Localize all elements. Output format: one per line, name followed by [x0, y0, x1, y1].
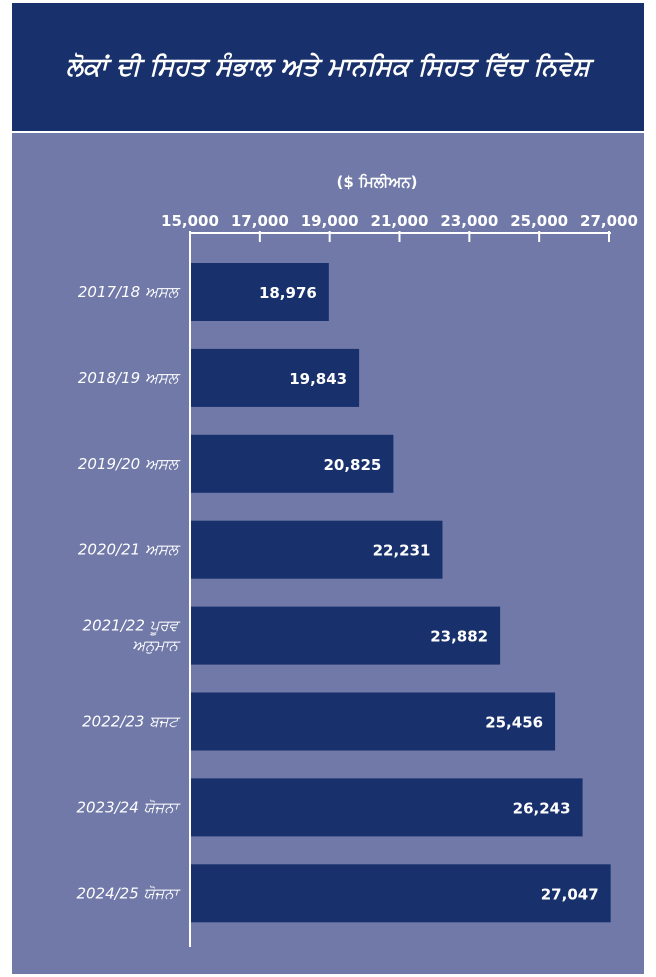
bar-value-label: 27,047	[541, 885, 599, 903]
bar	[191, 434, 394, 493]
category-label: 2020/21 ਅਸਲ	[78, 541, 181, 559]
category-label: 2017/18 ਅਸਲ	[78, 283, 181, 301]
category-labels: 2017/18 ਅਸਲ 2018/19 ਅਸਲ 2019/20 ਅਸਲ 2020/21…	[76, 283, 181, 902]
x-tick-label: 23,000	[440, 212, 498, 230]
x-tick-label: 17,000	[231, 212, 289, 230]
bar-value-label: 25,456	[485, 714, 543, 732]
x-tick-label: 21,000	[371, 212, 429, 230]
category-label: 2023/24 ਯੋਜਨਾ	[76, 798, 180, 816]
category-label: 2019/20 ਅਸਲ	[78, 455, 181, 473]
category-label: 2018/19 ਅਸਲ	[78, 369, 181, 387]
bar-value-label: 23,882	[430, 628, 488, 646]
bar-value-label: 19,843	[289, 370, 347, 388]
category-label: 2024/25 ਯੋਜਨਾ	[76, 884, 180, 902]
bar	[191, 606, 501, 665]
chart-frame: ਲੋਕਾਂ ਦੀ ਸਿਹਤ ਸੰਭਾਲ ਅਤੇ ਮਾਨਸਿਕ ਸਿਹਤ ਵਿੱਚ…	[12, 3, 644, 974]
x-axis: 15,000 17,000 19,000 21,000 23,000 25,000 27,0…	[161, 212, 638, 947]
x-tick-label: 19,000	[301, 212, 359, 230]
category-label: 2021/22 ਪੂਰਵ	[83, 617, 181, 636]
bar-value-label: 20,825	[323, 456, 381, 474]
bar	[191, 778, 583, 837]
unit-label: ($ ਮਿਲੀਅਨ)	[336, 173, 417, 191]
category-label: 2022/23 ਬਜਟ	[82, 713, 181, 731]
x-tick-label: 25,000	[510, 212, 568, 230]
bar-value-label: 18,976	[259, 284, 317, 302]
bar-chart: ($ ਮਿਲੀਅਨ) 15,000 17,000 19,000 21,000 23,00…	[76, 173, 638, 947]
bar	[191, 263, 329, 321]
chart-header: ਲੋਕਾਂ ਦੀ ਸਿਹਤ ਸੰਭਾਲ ਅਤੇ ਮਾਨਸਿਕ ਸਿਹਤ ਵਿੱਚ…	[12, 3, 644, 133]
x-tick-label: 15,000	[161, 212, 219, 230]
category-label: ਅਨੁਮਾਨ	[132, 637, 180, 655]
bar	[191, 692, 556, 751]
x-tick-label: 27,000	[580, 212, 638, 230]
bar-value-label: 26,243	[513, 799, 571, 817]
bar	[191, 348, 360, 407]
bar	[191, 864, 611, 923]
bar-value-label: 22,231	[373, 542, 431, 560]
chart-title: ਲੋਕਾਂ ਦੀ ਸਿਹਤ ਸੰਭਾਲ ਅਤੇ ਮਾਨਸਿਕ ਸਿਹਤ ਵਿੱਚ…	[65, 52, 591, 81]
bar	[191, 520, 443, 579]
bars: 18,976 19,843 20,825 22,231 23,882 25,456 26,2…	[191, 263, 611, 923]
